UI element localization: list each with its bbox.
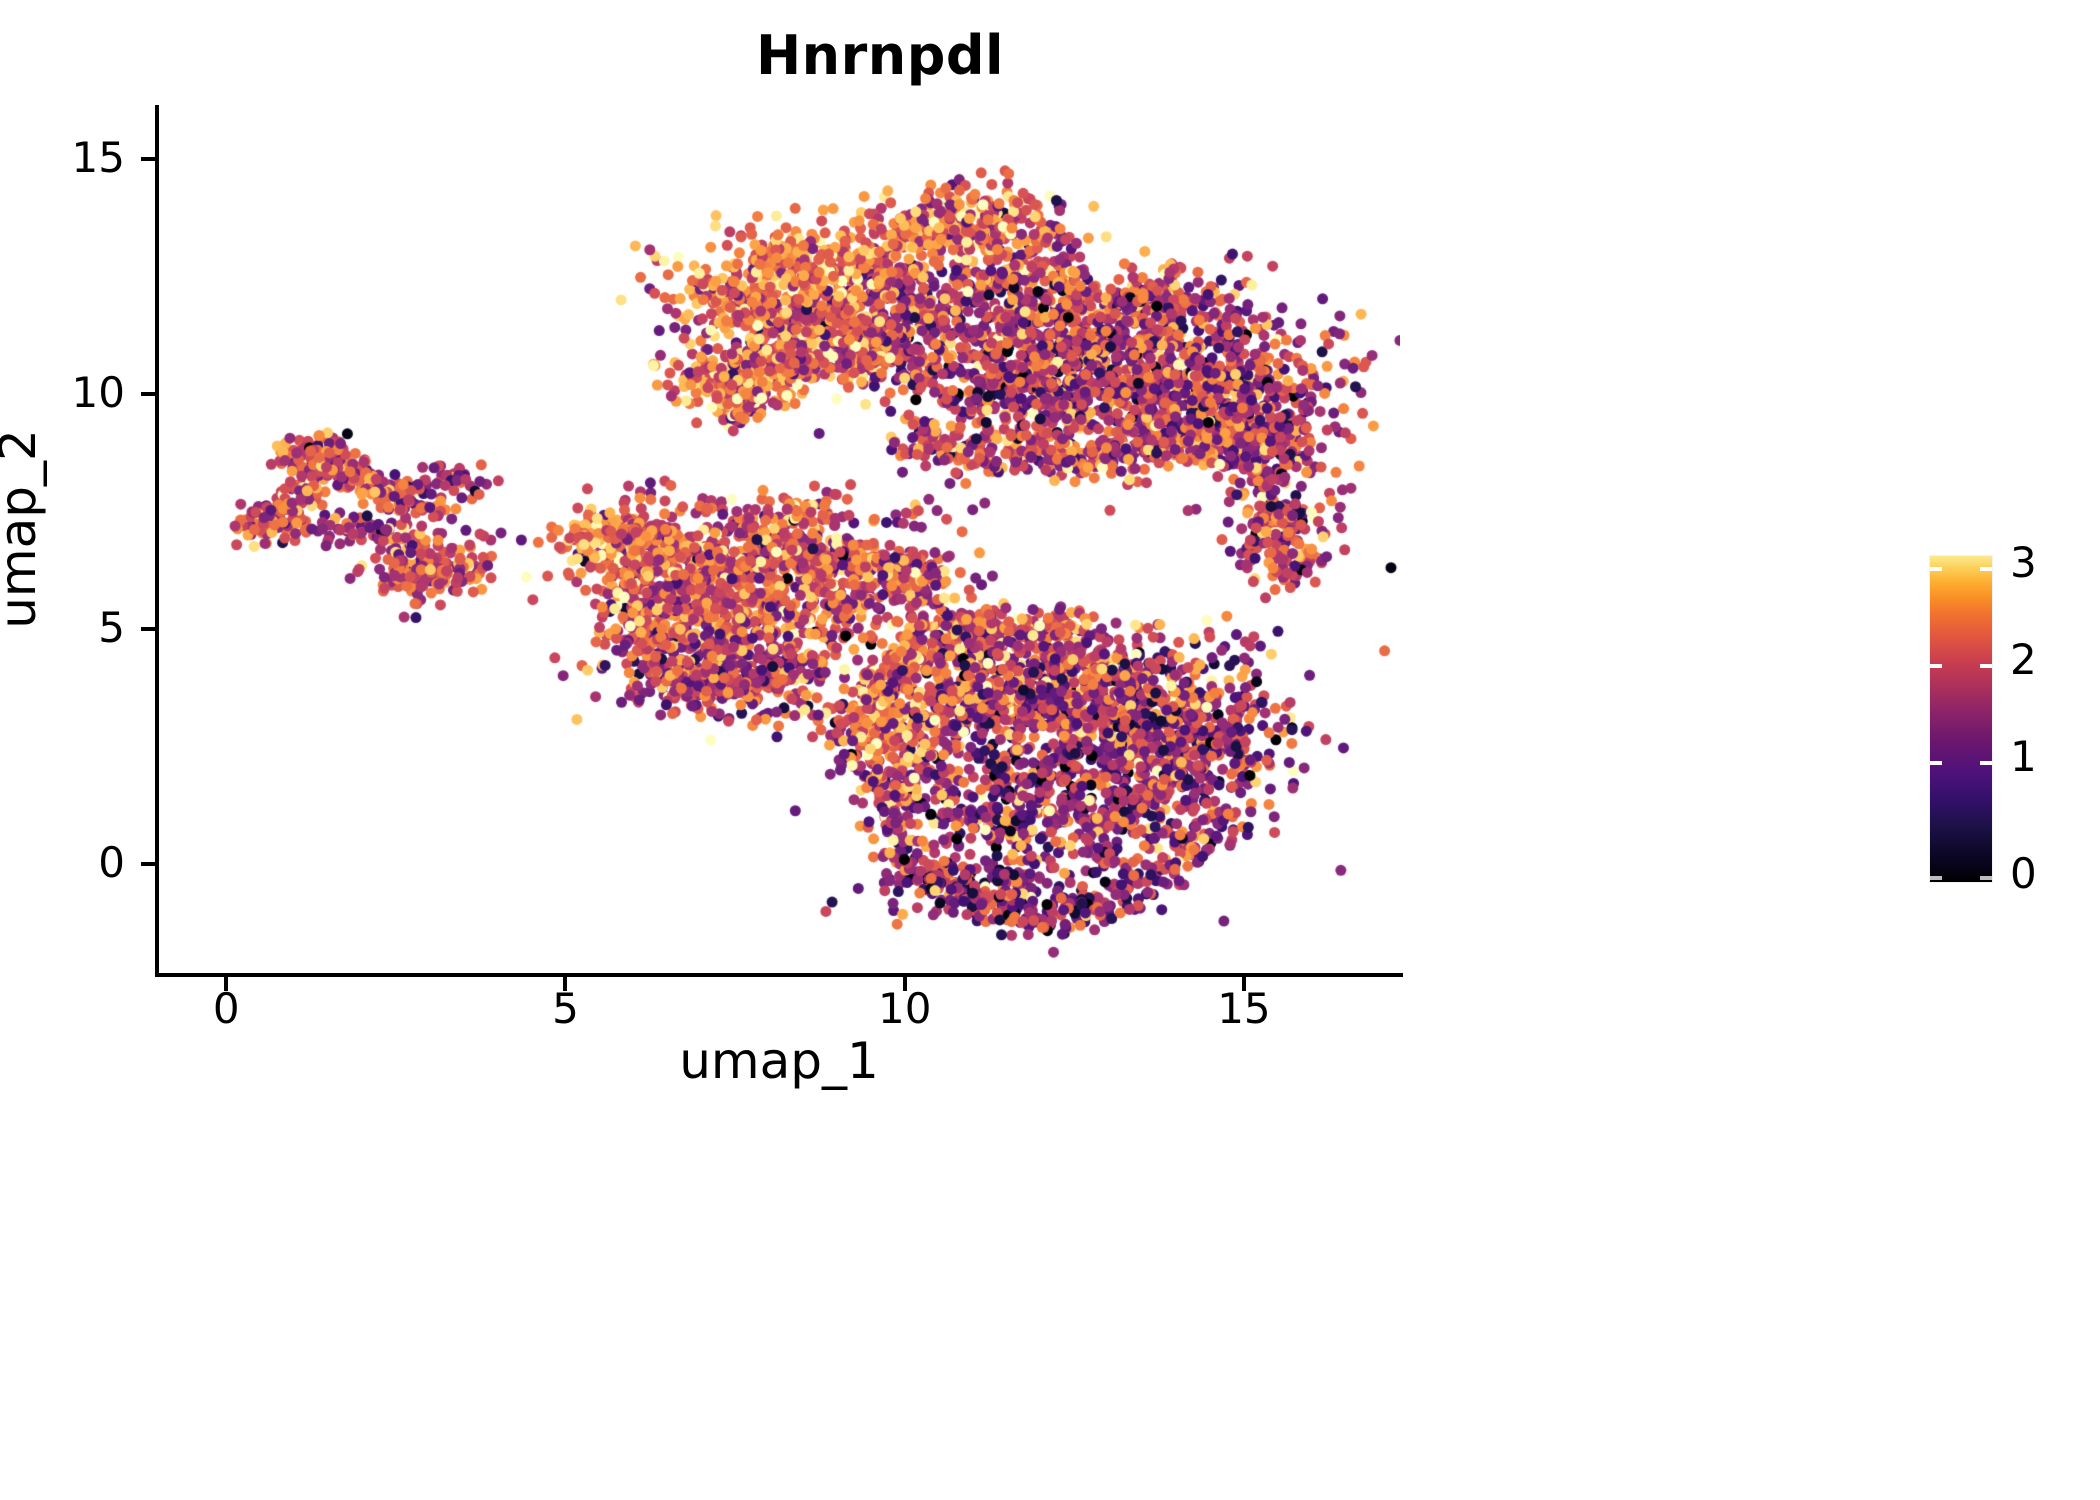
page-title: Hnrnpdl [755, 24, 1005, 87]
y-tick-label: 10 [71, 368, 125, 418]
y-tick-mark [141, 157, 155, 162]
y-tick-mark [141, 862, 155, 867]
y-tick-label: 5 [98, 603, 125, 653]
x-tick-label: 5 [552, 984, 579, 1033]
x-tick-label: 0 [212, 984, 240, 1033]
y-tick-mark [141, 392, 155, 397]
y-tick-label: 15 [71, 133, 125, 183]
y-axis-label: umap_2 [0, 429, 47, 629]
colorbar-label-3: 3 [2010, 538, 2037, 587]
x-tick-mark [224, 977, 229, 991]
colorbar-tick-1-left [1930, 761, 1942, 765]
colorbar-gradient: 3 2 1 0 [1929, 542, 2037, 895]
colorbar-tick-2-right [1980, 664, 1992, 668]
colorbar-tick-3-left [1930, 567, 1942, 571]
colorbar-legend[interactable]: 3 2 1 0 [1929, 542, 2037, 895]
x-tick-label: 15 [1217, 984, 1271, 1033]
x-axis-spine [155, 973, 1403, 977]
colorbar-tick-0-left [1930, 876, 1942, 880]
x-tick-mark [902, 977, 907, 991]
colorbar-label-0: 0 [2010, 849, 2037, 898]
colorbar-tick-3-right [1980, 567, 1992, 571]
x-axis-label: umap_1 [679, 1032, 879, 1090]
colorbar-tick-2-left [1930, 664, 1942, 668]
colorbar-tick-0-right [1980, 876, 1992, 880]
x-tick-mark [1241, 977, 1246, 991]
y-axis-spine [155, 105, 159, 977]
colorbar-label-2: 2 [2010, 635, 2037, 684]
colorbar-label-1: 1 [2010, 732, 2037, 781]
x-tick-label: 10 [877, 984, 932, 1033]
scatter-plot-canvas[interactable] [155, 105, 1400, 975]
y-tick-mark [141, 627, 155, 632]
colorbar-tick-1-right [1980, 761, 1992, 765]
x-tick-mark [563, 977, 568, 991]
y-tick-label: 0 [98, 838, 125, 888]
